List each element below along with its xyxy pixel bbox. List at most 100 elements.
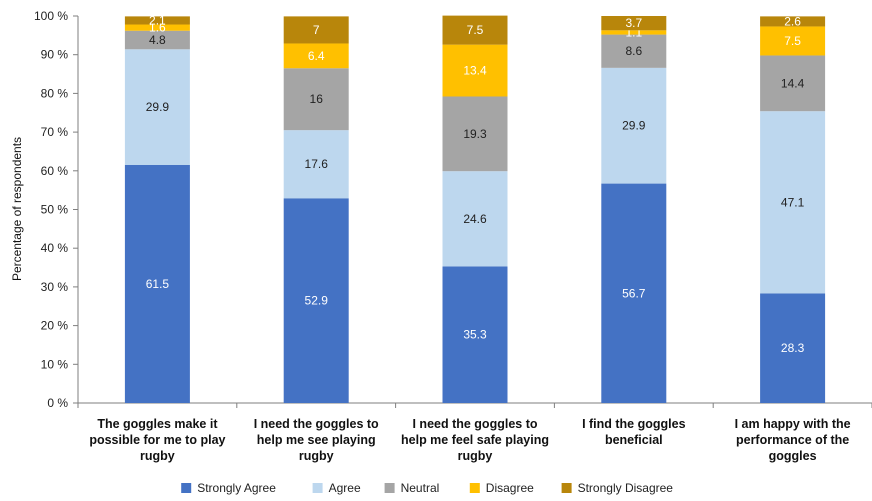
- bar-segment: [601, 30, 667, 35]
- y-tick-label: 80 %: [41, 86, 69, 100]
- y-tick-label: 60 %: [41, 164, 69, 178]
- bar-segment: [601, 67, 667, 184]
- y-tick-label: 20 %: [41, 319, 69, 333]
- legend-swatch: [181, 483, 192, 493]
- category-label: rugby: [458, 449, 493, 463]
- legend-swatch: [561, 483, 572, 493]
- x-axis-category-labels: The goggles make it possible for me to pl…: [89, 417, 850, 463]
- bar-segment: [760, 293, 826, 403]
- data-label: 3.7: [625, 16, 642, 30]
- category-label: I find the goggles: [582, 417, 686, 431]
- y-axis-title-group: Percentage of respondents: [10, 137, 24, 281]
- category-label: I need the goggles to: [412, 417, 537, 431]
- bars: 61.529.94.81.62.152.917.6166.4735.324.61…: [124, 13, 826, 403]
- bar-segment: [124, 164, 190, 403]
- legend-label: Agree: [329, 481, 361, 495]
- legend-label: Strongly Agree: [197, 481, 276, 495]
- bar-stack: 56.729.98.61.13.7: [601, 16, 667, 403]
- data-label: 13.4: [463, 64, 487, 78]
- category-label: The goggles make it: [97, 417, 218, 431]
- bar-segment: [124, 24, 190, 31]
- legend-item: Strongly Disagree: [561, 481, 674, 495]
- bar-segment: [760, 16, 826, 27]
- y-tick-label: 30 %: [41, 280, 69, 294]
- y-axis-ticks: 0 % 10 % 20 % 30 % 40 % 50 % 60 % 70 % 80 % 90 % 1…: [34, 9, 78, 410]
- legend-item: Neutral: [384, 481, 440, 495]
- data-label: 16: [310, 92, 324, 106]
- legend-label: Disagree: [486, 481, 534, 495]
- data-label: 4.8: [149, 33, 166, 47]
- data-label: 52.9: [305, 294, 329, 308]
- bar-segment: [760, 55, 826, 112]
- data-label: 8.6: [625, 44, 642, 58]
- category-label: help me see playing: [257, 433, 376, 447]
- bar-segment: [283, 16, 349, 44]
- category-label: I am happy with the: [735, 417, 851, 431]
- bar-segment: [760, 111, 826, 294]
- category-label: help me feel safe playing: [401, 433, 549, 447]
- y-tick-label: 90 %: [41, 48, 69, 62]
- data-label: 2.1: [149, 13, 166, 27]
- category-label: goggles: [769, 449, 817, 463]
- legend-item: Disagree: [469, 481, 534, 495]
- data-label: 7: [313, 23, 320, 37]
- bar-segment: [283, 198, 349, 403]
- legend-label: Strongly Disagree: [578, 481, 674, 495]
- bar-stack: 52.9 17.6 16 6.4 7: [283, 16, 349, 403]
- legend-label: Neutral: [401, 481, 440, 495]
- data-label: 6.4: [308, 49, 325, 63]
- y-tick-label: 10 %: [41, 357, 69, 371]
- data-label: 14.4: [781, 76, 805, 90]
- legend-item: Agree: [312, 481, 361, 495]
- bar-segment: [124, 16, 190, 25]
- y-tick-label: 100 %: [34, 9, 68, 23]
- bar-stack: 35.3 24.6 19.3 13.4 7.5: [442, 15, 508, 403]
- category-label: possible for me to play: [89, 433, 225, 447]
- category-label: rugby: [299, 449, 334, 463]
- data-label: 2.6: [784, 14, 801, 28]
- bar-stack: 61.529.94.81.62.1: [124, 13, 190, 403]
- legend: Strongly Agree Agree Neutral Disagree Strong…: [181, 481, 673, 495]
- bar-segment: [442, 266, 508, 403]
- bar-stack: 28.3 47.1 14.4 7.5 2.6: [760, 14, 826, 403]
- legend-swatch: [312, 483, 323, 493]
- legend-swatch: [384, 483, 395, 493]
- y-tick-label: 40 %: [41, 241, 69, 255]
- bar-segment: [124, 49, 190, 165]
- category-label: beneficial: [605, 433, 663, 447]
- data-label: 17.6: [305, 157, 329, 171]
- bar-segment: [283, 130, 349, 199]
- bar-segment: [442, 96, 508, 172]
- data-label: 28.3: [781, 341, 805, 355]
- data-label: 7.5: [784, 34, 801, 48]
- y-tick-label: 70 %: [41, 125, 69, 139]
- data-label: 61.5: [146, 277, 170, 291]
- bar-segment: [601, 34, 667, 68]
- data-label: 35.3: [463, 328, 487, 342]
- bar-segment: [601, 183, 667, 403]
- data-label: 19.3: [463, 127, 487, 141]
- category-label: performance of the: [736, 433, 849, 447]
- data-label: 29.9: [622, 119, 646, 133]
- bar-segment: [124, 30, 190, 50]
- data-label: 56.7: [622, 286, 646, 300]
- data-label: 7.5: [467, 23, 484, 37]
- y-tick-label: 0 %: [47, 396, 68, 410]
- bar-segment: [283, 68, 349, 131]
- legend-swatch: [469, 483, 480, 493]
- bar-segment: [442, 171, 508, 267]
- y-axis-title: Percentage of respondents: [10, 137, 24, 281]
- category-label: rugby: [140, 449, 175, 463]
- data-label: 29.9: [146, 100, 170, 114]
- y-tick-label: 50 %: [41, 203, 69, 217]
- legend-item: Strongly Agree: [181, 481, 276, 495]
- bar-segment: [760, 26, 826, 56]
- data-label: 47.1: [781, 195, 805, 209]
- category-label: I need the goggles to: [254, 417, 379, 431]
- bar-segment: [442, 44, 508, 97]
- data-label: 24.6: [463, 212, 487, 226]
- bar-segment: [601, 16, 667, 31]
- bar-segment: [442, 15, 508, 45]
- bar-segment: [283, 43, 349, 69]
